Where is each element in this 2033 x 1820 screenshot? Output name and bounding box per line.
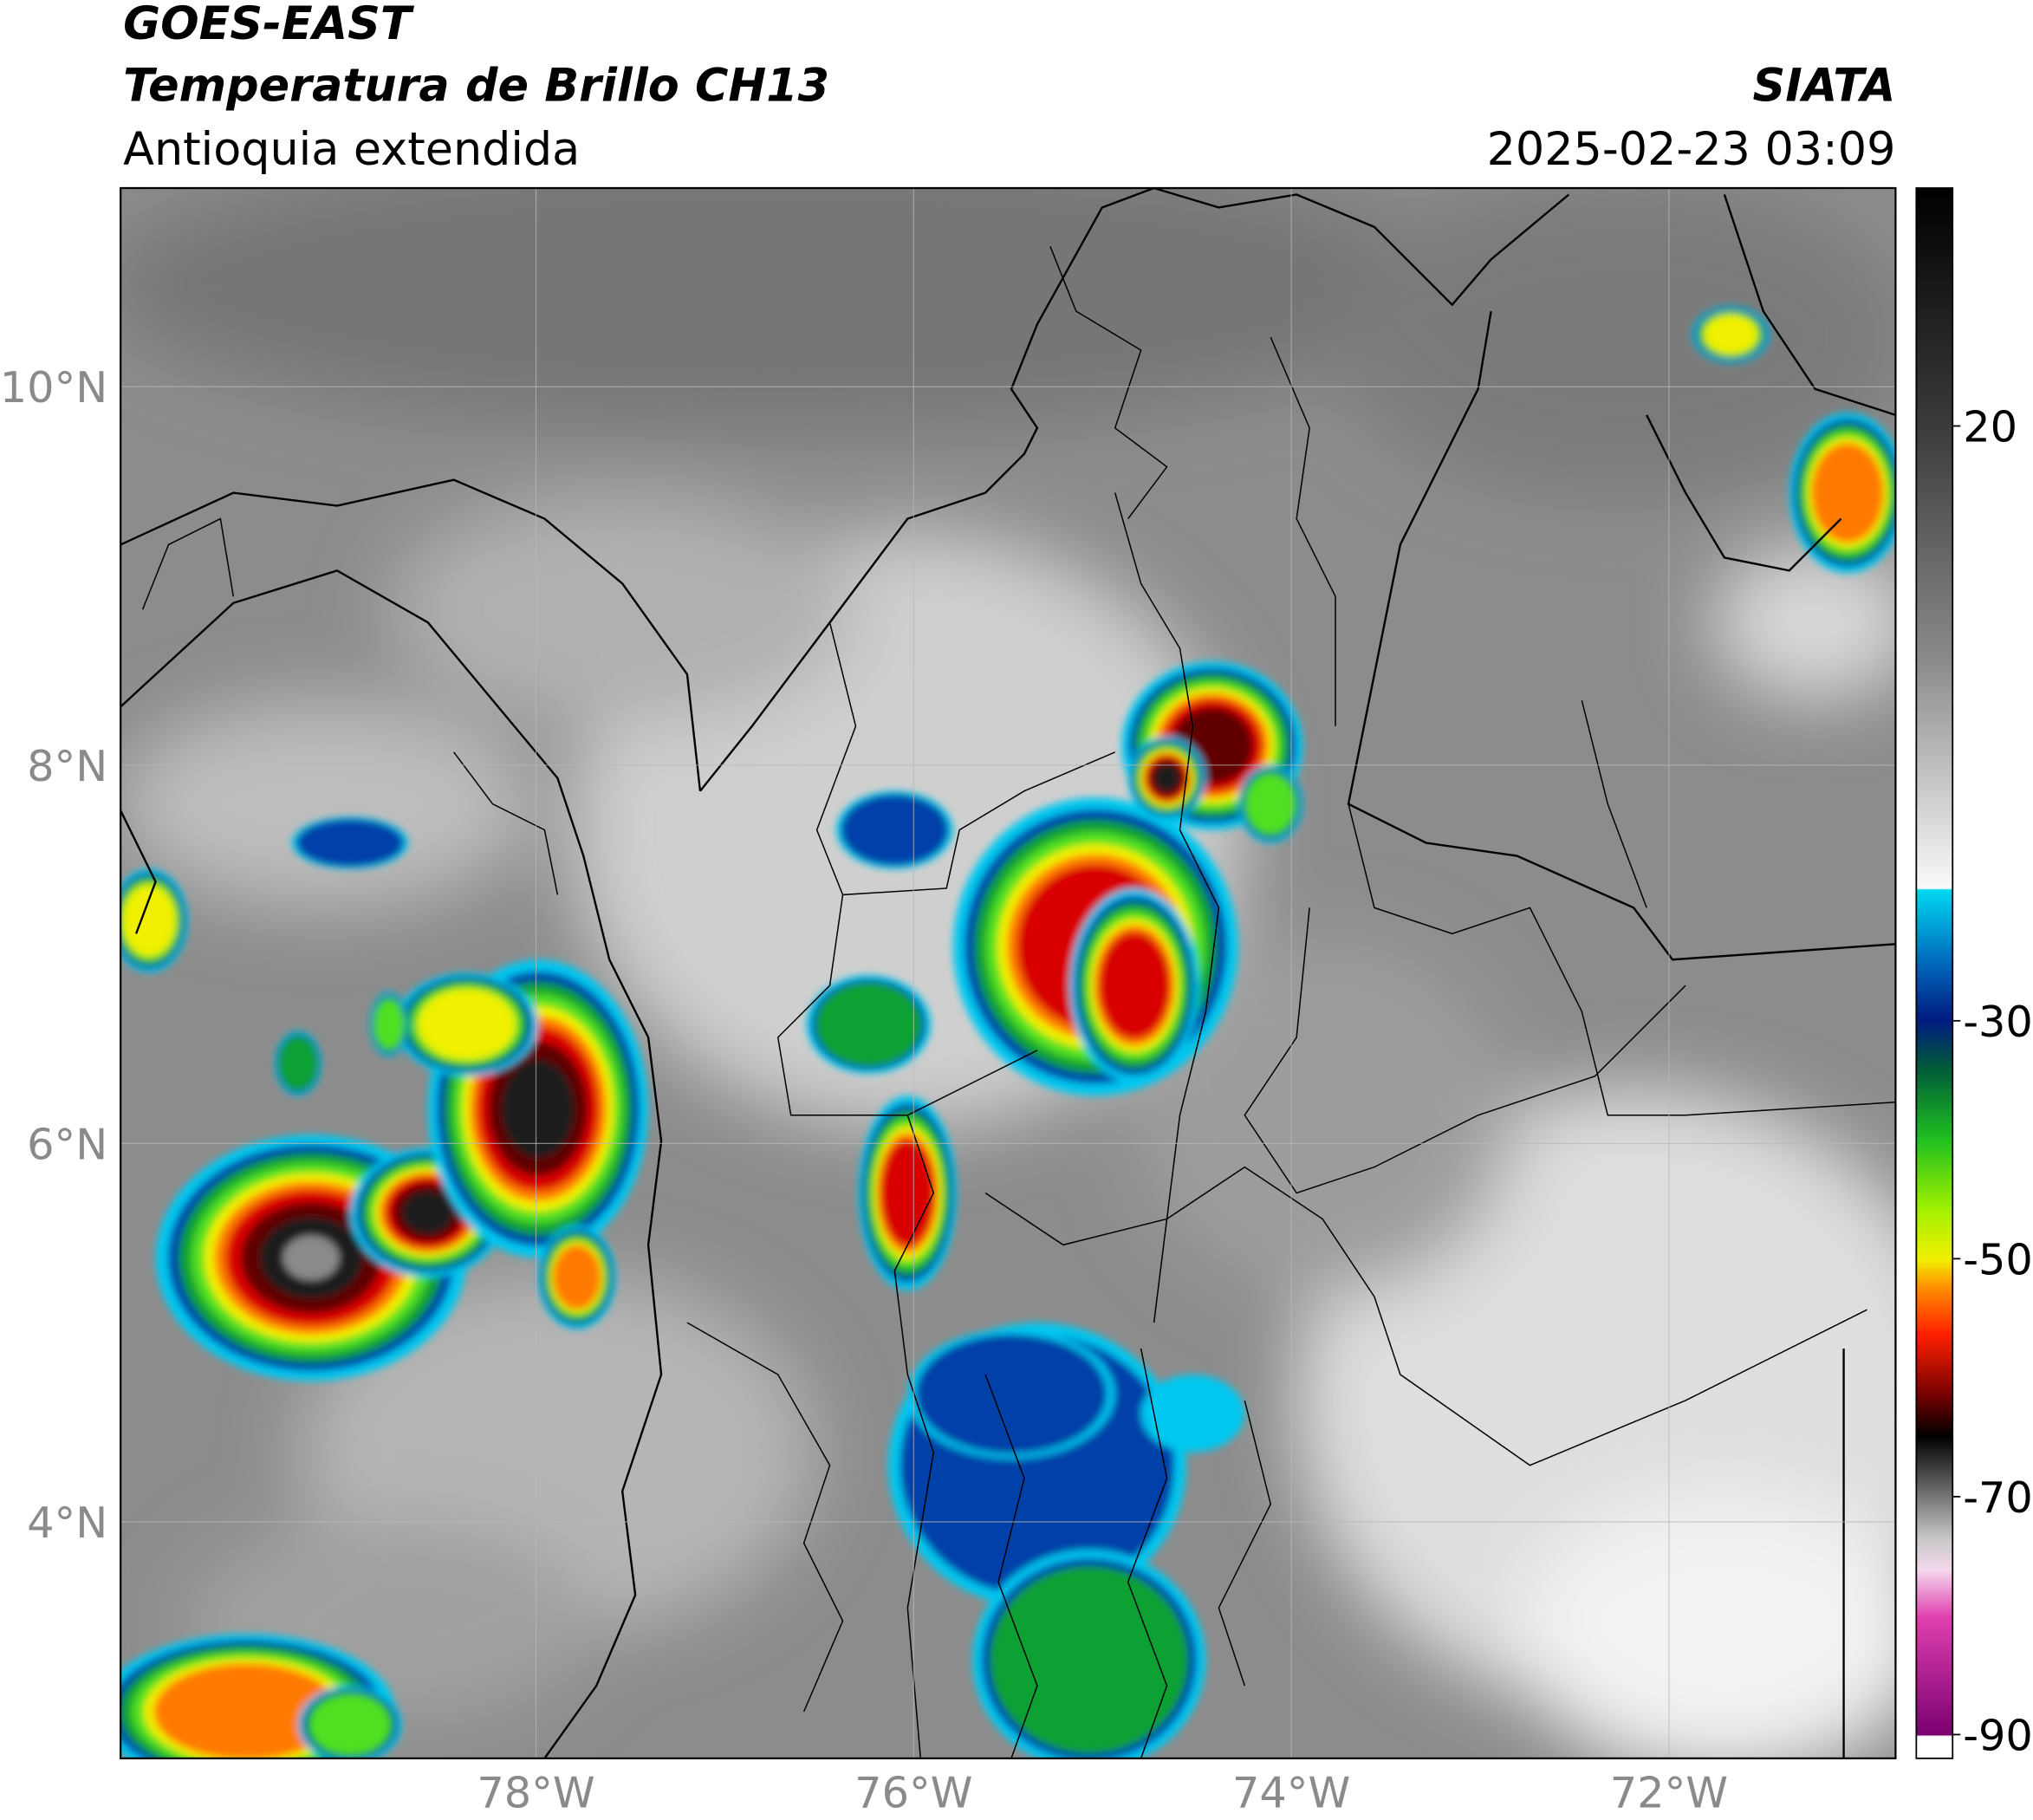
cell [1811, 443, 1884, 543]
department-borders [141, 246, 1896, 1758]
source: SIATA [1753, 60, 1896, 113]
cell [373, 999, 405, 1050]
y-tick-label: 8°N [27, 741, 107, 791]
colorbar-tick-label: -50 [1963, 1234, 2033, 1284]
cell [880, 1139, 935, 1247]
x-tick-label: 72°W [1610, 1768, 1728, 1818]
y-tick-label: 6°N [27, 1119, 107, 1169]
cell [1099, 932, 1171, 1039]
title: GOES-EAST [123, 0, 415, 50]
cell [1140, 1375, 1245, 1453]
y-tick-label: 4°N [27, 1498, 107, 1548]
cell [417, 988, 516, 1061]
cell [402, 1191, 454, 1234]
colorbar-tick-label: -90 [1963, 1710, 2033, 1760]
datetime: 2025-02-23 03:09 [1487, 123, 1896, 176]
cell [1704, 315, 1758, 354]
subtitle: Temperatura de Brillo CH13 [123, 60, 829, 113]
graticule [120, 188, 1896, 1758]
cell [501, 1059, 575, 1159]
x-tick-label: 74°W [1232, 1768, 1350, 1818]
x-tick-label: 76°W [854, 1768, 972, 1818]
cell [841, 794, 949, 866]
y-tick-label: 10°N [0, 362, 107, 413]
cell [990, 1566, 1189, 1754]
colorbar-tick-label: 20 [1963, 401, 2017, 452]
cell [552, 1245, 601, 1310]
colorbar [1915, 187, 1954, 1759]
region: Antioquia extendida [123, 123, 580, 176]
cell [296, 819, 404, 868]
x-tick-label: 78°W [477, 1768, 594, 1818]
cell [153, 1663, 339, 1758]
colorbar-tick-label: -70 [1963, 1472, 2033, 1523]
cell [915, 1334, 1107, 1454]
cell [1153, 764, 1180, 792]
map-frame [120, 186, 1897, 1759]
cell [122, 885, 177, 957]
cell [283, 1235, 340, 1280]
cell [1245, 774, 1296, 835]
cell [309, 1694, 391, 1755]
cell [278, 1036, 319, 1091]
convective-cells [120, 306, 1896, 1758]
colorbar-tick-label: -30 [1963, 997, 2033, 1047]
cell [815, 982, 922, 1067]
map-imagery [120, 188, 1896, 1758]
